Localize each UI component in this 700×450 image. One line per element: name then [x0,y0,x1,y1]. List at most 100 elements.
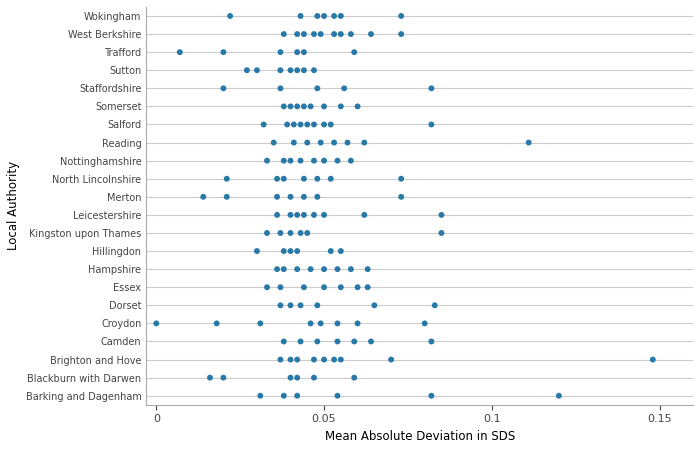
Point [315,320,326,327]
Point [349,49,360,56]
Point [292,374,303,381]
Point [312,338,323,345]
Point [332,338,343,345]
Point [648,356,659,363]
Point [339,85,350,92]
Point [312,302,323,309]
Point [426,338,437,345]
Point [295,302,306,309]
Point [292,49,303,56]
Point [295,338,306,345]
Point [211,320,223,327]
Point [309,67,320,74]
Point [318,356,330,363]
Point [309,356,320,363]
Point [365,31,377,38]
Point [318,266,330,273]
Point [426,85,437,92]
Point [298,103,309,110]
Point [285,356,296,363]
Point [272,266,283,273]
Point [285,157,296,164]
Point [221,175,232,182]
Point [298,284,309,291]
Point [352,284,363,291]
Point [285,248,296,255]
Point [302,121,313,128]
Point [292,212,303,219]
Point [318,13,330,20]
Point [328,139,339,146]
Point [335,356,346,363]
Point [312,193,323,200]
Point [305,320,316,327]
Point [278,248,289,255]
Point [174,49,186,56]
Point [328,356,339,363]
Point [275,302,286,309]
Point [275,284,286,291]
Point [298,31,309,38]
Point [272,193,283,200]
Point [332,392,343,399]
Point [298,193,309,200]
Point [312,85,323,92]
Point [318,212,330,219]
Point [272,175,283,182]
Point [258,121,270,128]
Point [288,139,300,146]
Point [292,103,303,110]
Point [251,67,262,74]
Point [342,139,353,146]
Point [365,338,377,345]
Point [358,139,370,146]
Point [312,175,323,182]
Point [315,139,326,146]
Point [285,230,296,237]
Point [335,13,346,20]
Point [298,67,309,74]
Point [275,67,286,74]
Point [295,13,306,20]
Point [386,356,397,363]
Point [275,49,286,56]
Point [325,121,336,128]
Point [278,392,289,399]
Point [345,266,356,273]
Point [395,175,407,182]
Point [288,121,300,128]
Point [335,284,346,291]
Point [309,374,320,381]
Point [204,374,216,381]
Point [150,320,162,327]
Point [275,85,286,92]
Point [241,67,253,74]
Point [318,157,330,164]
Point [278,266,289,273]
Point [218,374,229,381]
Point [335,31,346,38]
Point [285,193,296,200]
Y-axis label: Local Authority: Local Authority [7,161,20,250]
Point [325,175,336,182]
Point [369,302,380,309]
Point [292,356,303,363]
Point [309,212,320,219]
Point [218,85,229,92]
Point [352,103,363,110]
Point [302,139,313,146]
Point [275,356,286,363]
Point [278,175,289,182]
Point [197,193,209,200]
Point [251,248,262,255]
Point [292,31,303,38]
Point [328,31,339,38]
Point [309,121,320,128]
Point [295,230,306,237]
Point [309,31,320,38]
Point [426,392,437,399]
Point [312,13,323,20]
Point [261,284,272,291]
Point [332,266,343,273]
Point [292,248,303,255]
